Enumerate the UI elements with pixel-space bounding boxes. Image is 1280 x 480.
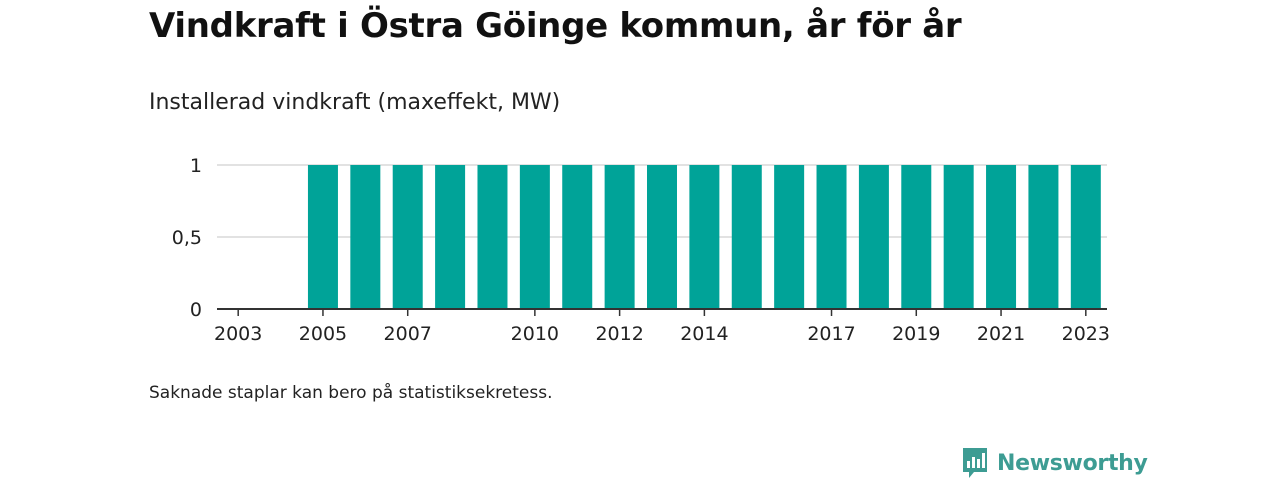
x-tick-label: 2007: [384, 323, 432, 345]
axes: 0 0,5 1 2003 2005 2007 2010 2012 2014 2017 2019 202…: [172, 155, 1110, 345]
bar-2015: [731, 165, 762, 309]
bar-2014: [689, 165, 720, 309]
bar-2018: [858, 165, 889, 309]
newsworthy-logo-icon: [963, 448, 987, 478]
x-tick-label: 2019: [892, 323, 940, 345]
bar-chart: 0 0,5 1 2003 2005 2007 2010 2012 2014 2017 2019 202…: [172, 155, 1110, 345]
x-tick-label: 2023: [1062, 323, 1110, 345]
x-tick-label: 2017: [807, 323, 855, 345]
bar-2012: [604, 165, 635, 309]
x-tick-label: 2003: [214, 323, 262, 345]
x-tick-label: 2010: [511, 323, 559, 345]
x-tick-label: 2005: [299, 323, 347, 345]
chart-title: Vindkraft i Östra Göinge kommun, år för …: [149, 6, 962, 46]
x-tick-label: 2021: [977, 323, 1025, 345]
bar-2013: [647, 165, 677, 309]
bar-2010: [519, 165, 550, 309]
bars: [307, 165, 1101, 309]
bar-2017: [816, 165, 847, 309]
x-tick-label: 2014: [680, 323, 728, 345]
brand-logo[interactable]: Newsworthy: [961, 446, 1148, 480]
bar-2019: [901, 165, 932, 309]
bar-2007: [392, 165, 423, 309]
y-tick-label: 0,5: [172, 227, 202, 249]
bar-2005: [307, 165, 338, 309]
bar-2006: [350, 165, 381, 309]
chart-subtitle: Installerad vindkraft (maxeffekt, MW): [149, 90, 561, 115]
bar-2023: [1070, 165, 1101, 309]
bar-2008: [435, 165, 466, 309]
footnote: Saknade staplar kan bero på statistiksek…: [149, 383, 553, 403]
x-tick-label: 2012: [595, 323, 643, 345]
bar-2011: [562, 165, 593, 309]
bar-2009: [477, 165, 508, 309]
y-tick-label: 1: [190, 155, 202, 177]
bar-2020: [943, 165, 974, 309]
brand-name: Newsworthy: [997, 450, 1148, 476]
bar-2022: [1028, 165, 1059, 309]
y-tick-label: 0: [190, 299, 202, 321]
bar-2016: [774, 165, 805, 309]
bar-2021: [986, 165, 1017, 309]
